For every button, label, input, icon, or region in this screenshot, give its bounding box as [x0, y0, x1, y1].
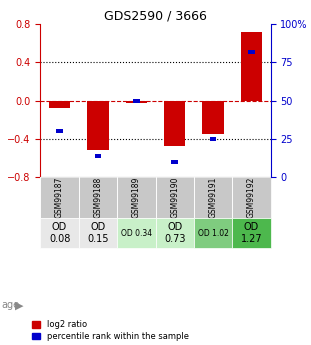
Bar — [87, 101, 109, 150]
FancyBboxPatch shape — [79, 177, 117, 218]
FancyBboxPatch shape — [232, 218, 271, 248]
FancyBboxPatch shape — [232, 177, 271, 218]
Bar — [241, 32, 262, 101]
Text: OD
0.08: OD 0.08 — [49, 222, 70, 244]
Bar — [126, 101, 147, 104]
FancyBboxPatch shape — [156, 177, 194, 218]
Title: GDS2590 / 3666: GDS2590 / 3666 — [104, 10, 207, 23]
Bar — [95, 154, 101, 158]
FancyBboxPatch shape — [117, 177, 156, 218]
Text: OD
1.27: OD 1.27 — [241, 222, 262, 244]
Text: OD
0.15: OD 0.15 — [87, 222, 109, 244]
FancyBboxPatch shape — [194, 218, 232, 248]
Text: OD 1.02: OD 1.02 — [197, 229, 229, 238]
Text: ▶: ▶ — [15, 300, 23, 310]
Bar — [248, 50, 255, 53]
Bar — [202, 101, 224, 134]
Text: GSM99188: GSM99188 — [94, 177, 102, 218]
Text: OD 0.34: OD 0.34 — [121, 229, 152, 238]
Bar — [133, 99, 140, 102]
Text: GSM99187: GSM99187 — [55, 177, 64, 218]
FancyBboxPatch shape — [156, 218, 194, 248]
FancyBboxPatch shape — [40, 177, 79, 218]
Bar — [56, 129, 63, 133]
FancyBboxPatch shape — [79, 218, 117, 248]
Bar — [171, 160, 178, 164]
Text: GSM99189: GSM99189 — [132, 177, 141, 218]
Text: GSM99190: GSM99190 — [170, 177, 179, 218]
FancyBboxPatch shape — [40, 218, 79, 248]
Text: age: age — [2, 300, 20, 310]
Bar — [49, 101, 70, 108]
Legend: log2 ratio, percentile rank within the sample: log2 ratio, percentile rank within the s… — [32, 321, 189, 341]
Text: GSM99192: GSM99192 — [247, 177, 256, 218]
Text: OD
0.73: OD 0.73 — [164, 222, 185, 244]
Bar — [210, 137, 216, 141]
FancyBboxPatch shape — [117, 218, 156, 248]
Bar — [164, 101, 185, 146]
Text: GSM99191: GSM99191 — [209, 177, 217, 218]
FancyBboxPatch shape — [194, 177, 232, 218]
